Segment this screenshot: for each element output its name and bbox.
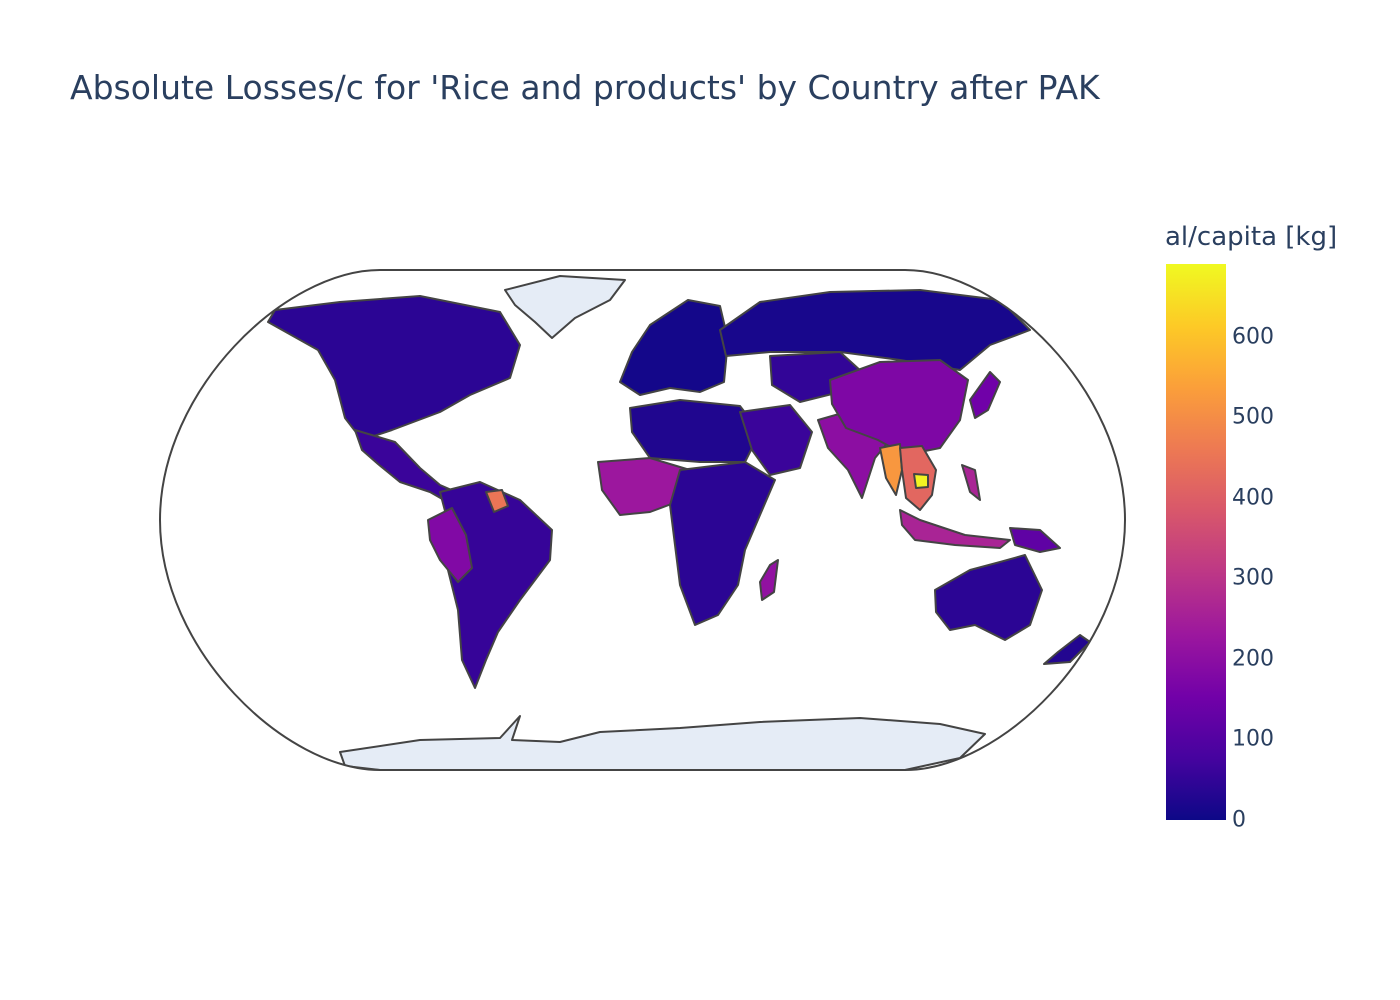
region-myanmar (879, 443, 903, 496)
region-russia (719, 289, 1031, 371)
region-new-zealand (1043, 634, 1091, 665)
region-south-america (439, 481, 553, 689)
colorbar-tick-label: 0 (1232, 807, 1246, 833)
region-japan-korea (969, 371, 1001, 419)
region-north-africa (629, 399, 761, 463)
region-north-america (267, 295, 521, 441)
colorbar-tick-label: 500 (1232, 404, 1274, 430)
colorbar (1166, 264, 1226, 820)
region-west-africa (597, 457, 691, 516)
region-papua-new-guinea (1009, 527, 1061, 553)
region-australia (934, 554, 1043, 641)
region-guyana-suriname (485, 489, 509, 513)
region-peru-ecuador (427, 507, 473, 583)
colorbar-tick-label: 300 (1232, 565, 1274, 591)
region-indonesia-philippines (899, 464, 1011, 549)
colorbar-tick-label: 600 (1232, 324, 1274, 350)
chart-title: Absolute Losses/c for 'Rice and products… (70, 68, 1100, 107)
region-madagascar (759, 559, 779, 601)
region-china (829, 359, 969, 456)
map-frame (158, 269, 1127, 771)
region-europe (619, 299, 729, 396)
region-central-southern-africa (669, 461, 776, 626)
colorbar-title: al/capita [kg] (1165, 222, 1338, 252)
colorbar-tick-label: 200 (1232, 646, 1274, 672)
region-middle-east (739, 404, 813, 476)
region-antarctica (339, 715, 986, 770)
colorbar-tick-label: 400 (1232, 485, 1274, 511)
region-cambodia (913, 473, 929, 489)
colorbar-tick-label: 100 (1232, 726, 1274, 752)
region-greenland (504, 275, 626, 339)
